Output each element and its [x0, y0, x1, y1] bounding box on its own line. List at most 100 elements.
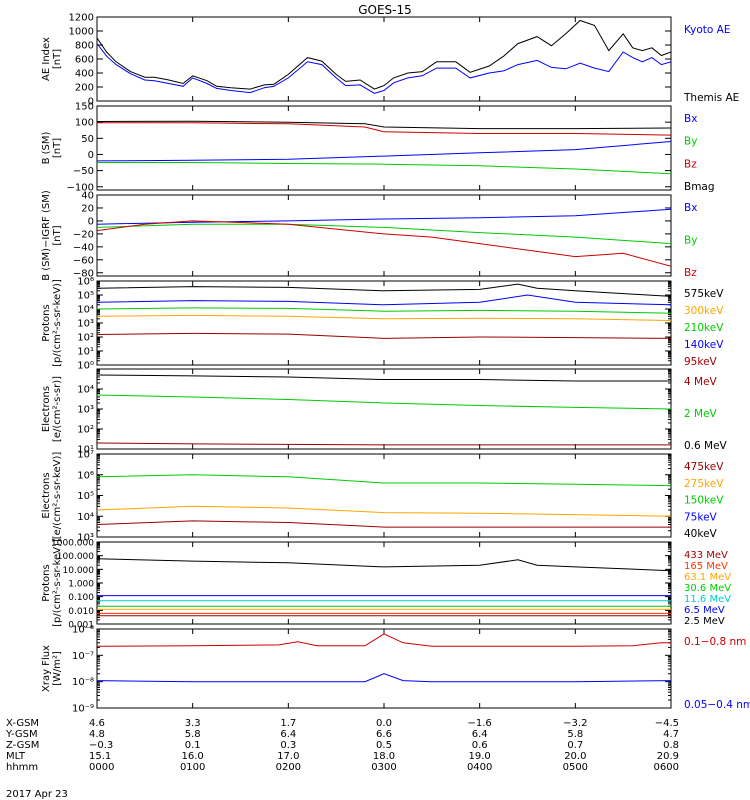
legend-entry: 475keV — [684, 461, 724, 473]
y-tick-label: 0.010 — [68, 607, 94, 617]
series-line-95kev — [97, 332, 671, 339]
legend-entry: 4 MeV — [684, 376, 718, 388]
y-axis-label: [W/m²] — [52, 651, 63, 686]
y-tick-label: 0 — [88, 216, 94, 227]
y-tick-label: −40 — [73, 242, 94, 253]
orbit-time-table: X-GSM 4.6 3.3 1.7 0.0 −1.6 −3.2 −4.5 Y-GSM 4.8 5.8… — [5, 718, 679, 773]
orbit-value: 15.1 — [89, 751, 111, 762]
orbit-value: 0000 — [89, 762, 114, 773]
y-axis-label: Xray Flux — [41, 645, 52, 692]
legend-entry: 11.6 MeV — [684, 594, 731, 605]
series-group — [97, 633, 671, 683]
legend-entry: By — [684, 235, 697, 247]
orbit-value: 0200 — [276, 762, 301, 773]
orbit-value: 20.0 — [564, 751, 586, 762]
y-axis-label: [nT] — [52, 49, 63, 69]
panel-frame — [96, 280, 672, 366]
series-line-bx — [97, 208, 671, 225]
y-tick-label: 10⁶ — [77, 470, 94, 481]
orbit-value: 4.6 — [89, 718, 105, 729]
orbit-value: −4.5 — [655, 718, 679, 729]
series-line-by — [97, 162, 671, 175]
series-line-2-mev — [97, 394, 671, 410]
series-group — [97, 19, 671, 94]
y-tick-label: 0 — [88, 150, 94, 161]
y-axis-label: [p/(cm²-s-sr-keV)] — [52, 279, 63, 367]
y-axis-label: B (SM) — [41, 131, 52, 164]
y-axis-label: Electrons — [41, 472, 52, 518]
y-tick-label: 50 — [81, 134, 94, 145]
legend-entry: Bx — [684, 113, 697, 125]
legend-entry: Bmag — [684, 181, 715, 193]
y-tick-label: 600 — [75, 55, 94, 66]
plot-title: GOES-15 — [358, 3, 412, 17]
orbit-value: 6.4 — [472, 729, 488, 740]
legend-entry: 2.5 MeV — [684, 616, 725, 627]
y-tick-label: −20 — [73, 229, 94, 240]
y-tick-label: 10⁵ — [77, 491, 94, 502]
y-tick-label: 1.000 — [68, 580, 94, 590]
series-line-300kev — [97, 314, 671, 321]
y-tick-label: 10³ — [77, 533, 94, 544]
y-tick-label: 150 — [75, 102, 94, 113]
y-axis-label: Electrons — [41, 386, 52, 432]
y-tick-label: 100 — [75, 118, 94, 129]
y-tick-label: 10⁻⁶ — [72, 625, 94, 636]
y-axis-label: [nT] — [52, 138, 63, 158]
orbit-value: 20.9 — [657, 751, 679, 762]
orbit-value: 0500 — [563, 762, 588, 773]
y-tick-label: −80 — [73, 268, 94, 279]
series-line-150kev — [97, 474, 671, 487]
y-tick-label: 1200 — [69, 13, 94, 24]
legend-entry: Kyoto AE — [684, 24, 730, 36]
y-axis-label: [p/(cm²-s-sr-keV)] — [52, 539, 63, 627]
orbit-value: 18.0 — [373, 751, 395, 762]
series-line-bmag — [97, 120, 671, 130]
orbit-value: 0.8 — [663, 740, 679, 751]
y-tick-label: −50 — [73, 166, 94, 177]
y-axis-label: Protons — [41, 304, 52, 341]
legend-entry: Themis AE — [683, 92, 739, 104]
orbit-row-label: MLT — [6, 751, 26, 762]
y-tick-label: 10⁴ — [77, 512, 94, 523]
series-group — [97, 474, 671, 537]
series-line-2-5-mev — [97, 558, 671, 572]
orbit-value: 6.6 — [376, 729, 392, 740]
legend-entry: Bz — [684, 158, 697, 170]
y-tick-label: 10⁻⁸ — [72, 677, 94, 688]
orbit-value: 0100 — [180, 762, 205, 773]
y-tick-label: 40 — [81, 191, 94, 202]
series-line-bz — [97, 122, 671, 136]
y-tick-label: 0.001 — [68, 621, 94, 631]
legend-entry: 575keV — [684, 288, 724, 300]
y-tick-label: 10¹ — [77, 347, 94, 358]
y-tick-label: 1000.000 — [51, 539, 94, 549]
panel-electrons_kev: 10³ 10⁴ 10⁵ 10⁶ 10⁷ Electrons [e/(cm²-s-sr-keV… — [41, 450, 724, 544]
series-line-0-6-mev — [97, 374, 671, 382]
orbit-value: 0.1 — [185, 740, 201, 751]
y-tick-label: 10³ — [77, 405, 94, 416]
y-tick-label: 10⁰ — [77, 361, 94, 372]
legend-entry: 140keV — [684, 339, 724, 351]
legend-entry: 0.1−0.8 nm — [684, 636, 746, 648]
y-tick-label: 10.000 — [63, 566, 95, 576]
series-line-475kev — [97, 520, 671, 528]
y-tick-label: −60 — [73, 255, 94, 266]
series-line-275kev — [97, 505, 671, 517]
legend-entry: 75keV — [684, 511, 718, 523]
y-tick-label: 200 — [75, 83, 94, 94]
y-tick-label: 10³ — [77, 319, 94, 330]
legend-entry: 165 MeV — [684, 561, 728, 572]
y-tick-label: 100.000 — [57, 552, 94, 562]
orbit-value: 0400 — [467, 762, 492, 773]
orbit-value: 0300 — [371, 762, 396, 773]
panel-electrons_mev: 10¹ 10² 10³ 10⁴ Electrons [e/(cm²-s-sr)] 4 MeV… — [41, 368, 728, 456]
orbit-value: 0600 — [654, 762, 679, 773]
series-group — [97, 208, 671, 267]
orbit-row-label: X-GSM — [6, 718, 39, 729]
date-label: 2017 Apr 23 — [6, 789, 68, 800]
panel-frame — [96, 194, 672, 277]
orbit-value: 17.0 — [277, 751, 299, 762]
legend-entry: 30.6 MeV — [684, 583, 731, 594]
